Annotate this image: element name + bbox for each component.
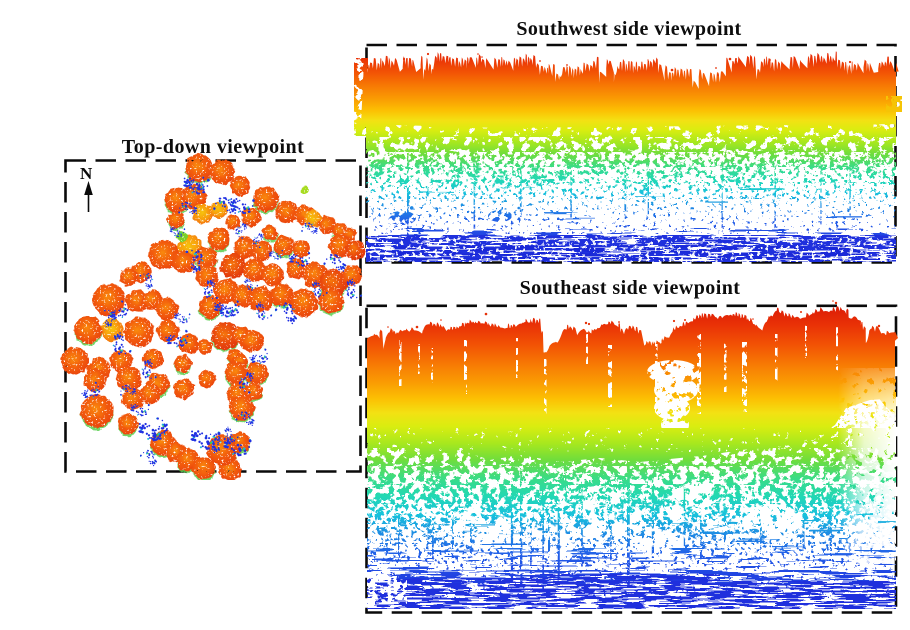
- svg-text:N: N: [80, 164, 93, 183]
